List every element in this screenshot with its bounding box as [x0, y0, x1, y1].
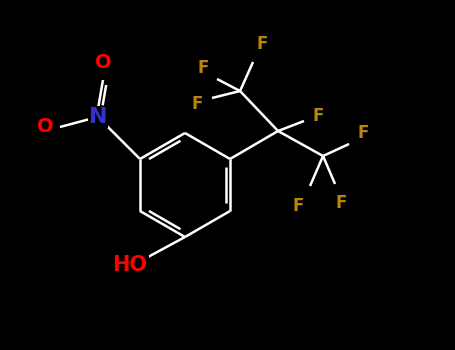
Text: O: O — [95, 52, 111, 71]
Text: HO: HO — [112, 255, 147, 275]
Text: F: F — [293, 197, 304, 215]
Text: O: O — [37, 118, 53, 136]
Text: F: F — [256, 35, 268, 53]
Text: F: F — [312, 107, 324, 125]
Text: N: N — [89, 107, 107, 127]
Text: F: F — [192, 95, 203, 113]
Text: F: F — [357, 124, 369, 142]
Text: F: F — [335, 194, 347, 212]
Text: F: F — [197, 59, 209, 77]
